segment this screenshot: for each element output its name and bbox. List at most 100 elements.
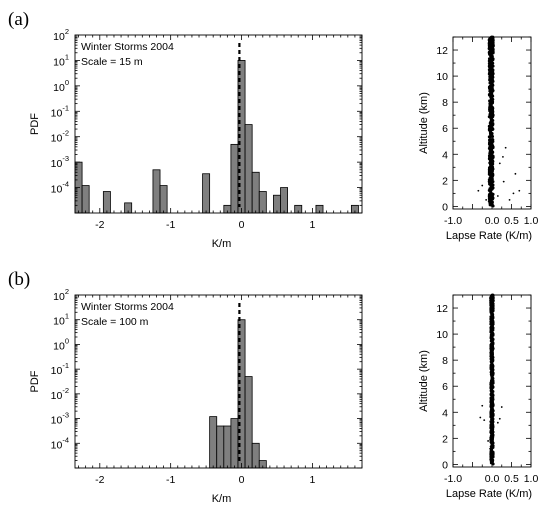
profile-point xyxy=(488,81,492,85)
y-tick-exponent: -1 xyxy=(62,361,69,370)
outlier-point xyxy=(512,192,515,195)
x-tick-label: 1.0 xyxy=(524,215,539,227)
histogram-bar xyxy=(251,171,260,214)
y-tick-label: 12 xyxy=(436,303,448,315)
y-tick-exponent: 2 xyxy=(65,27,69,36)
y-tick-label: 6 xyxy=(442,381,448,393)
x-tick-label: -2 xyxy=(95,474,104,486)
y-tick-label: 10-2 xyxy=(51,129,69,145)
profile-point xyxy=(491,433,495,437)
y-tick-label: 10 xyxy=(436,71,448,83)
profile-point xyxy=(491,155,495,159)
plot-frame xyxy=(74,294,363,469)
outlier-point xyxy=(485,198,488,201)
profile-point xyxy=(489,179,493,183)
outlier-point xyxy=(496,421,499,424)
y-tick-exponent: 2 xyxy=(65,287,69,296)
profile-point xyxy=(490,138,494,142)
y-tick-base: 10 xyxy=(53,56,65,68)
y-tick-label: 10-2 xyxy=(51,386,69,402)
profile-point xyxy=(488,67,492,71)
profile-point xyxy=(488,105,492,109)
x-tick-label: 0.5 xyxy=(504,473,519,485)
y-tick-exponent: -4 xyxy=(62,180,69,189)
profile-point xyxy=(491,321,495,325)
profile-point xyxy=(491,100,495,104)
histogram-bar xyxy=(202,173,211,214)
y-axis-label: PDF xyxy=(29,370,41,392)
y-tick-label: 10-3 xyxy=(51,411,69,427)
profile-point xyxy=(490,318,494,322)
histogram-bar xyxy=(216,425,225,469)
histogram-bar xyxy=(152,169,161,214)
outlier-point xyxy=(502,155,504,158)
y-axis-label: PDF xyxy=(29,113,41,135)
profile-point xyxy=(488,155,492,159)
y-tick-label: 10-4 xyxy=(51,180,69,196)
y-tick-label: 10-1 xyxy=(51,361,69,377)
plot-frame xyxy=(74,34,363,214)
profile-point xyxy=(489,404,493,408)
histogram-bar xyxy=(244,376,253,469)
profile-point xyxy=(489,132,493,136)
profile-point xyxy=(489,306,494,310)
outlier-point xyxy=(508,198,511,201)
profile-point xyxy=(490,437,494,441)
profile-point xyxy=(489,423,493,427)
histogram-bar xyxy=(280,187,288,214)
y-tick-label: 6 xyxy=(442,123,448,135)
profile-point xyxy=(491,126,495,130)
y-tick-label: 2 xyxy=(442,433,448,445)
y-tick-label: 102 xyxy=(53,27,69,43)
x-tick-label: 1 xyxy=(309,474,315,486)
y-tick-exponent: -2 xyxy=(62,386,69,395)
histogram-bar xyxy=(223,425,232,469)
histogram-bar xyxy=(251,442,260,469)
histogram-bar xyxy=(209,416,218,469)
histogram-bar xyxy=(244,124,253,214)
profile-point xyxy=(487,146,491,150)
histogram-bar xyxy=(230,418,239,469)
outlier-point xyxy=(487,440,489,442)
profile-point xyxy=(490,183,494,187)
profile-point xyxy=(489,431,493,435)
outlier-point xyxy=(504,146,507,149)
profile-point xyxy=(490,338,494,342)
outlier-point xyxy=(498,417,501,420)
profile-point xyxy=(491,314,495,318)
y-tick-label: 10 xyxy=(436,329,448,341)
y-tick-label: 0 xyxy=(442,201,448,213)
profile-point xyxy=(491,342,495,346)
profile-point xyxy=(489,458,493,462)
profile-point xyxy=(490,323,494,327)
outlier-point xyxy=(500,406,503,408)
y-tick-base: 10 xyxy=(53,340,65,352)
y-tick-base: 10 xyxy=(51,133,63,145)
y-tick-label: 100 xyxy=(53,78,69,94)
outlier-point xyxy=(489,447,491,450)
profile-point xyxy=(488,135,492,139)
x-tick-label: 0.5 xyxy=(504,215,519,227)
y-tick-base: 10 xyxy=(51,365,63,377)
x-tick-label: -1.0 xyxy=(444,215,462,227)
profile-point xyxy=(489,348,493,352)
y-tick-label: 100 xyxy=(53,336,69,352)
profile-point xyxy=(491,135,495,139)
profile-point xyxy=(490,187,494,191)
profile-point xyxy=(490,56,494,60)
y-tick-exponent: -3 xyxy=(62,411,69,420)
x-tick-label: 1.0 xyxy=(524,473,539,485)
y-tick-base: 10 xyxy=(53,291,65,303)
histogram-bar xyxy=(159,185,168,214)
outlier-point xyxy=(496,195,499,197)
profile-point xyxy=(488,89,492,93)
profile-point xyxy=(488,84,492,88)
profile-point xyxy=(489,194,493,198)
x-tick-label: -1 xyxy=(166,474,175,486)
profile-point xyxy=(488,197,492,201)
profile-point xyxy=(487,38,492,42)
profile-point xyxy=(490,365,494,369)
panel-annotation: Winter Storms 2004 xyxy=(81,41,174,53)
